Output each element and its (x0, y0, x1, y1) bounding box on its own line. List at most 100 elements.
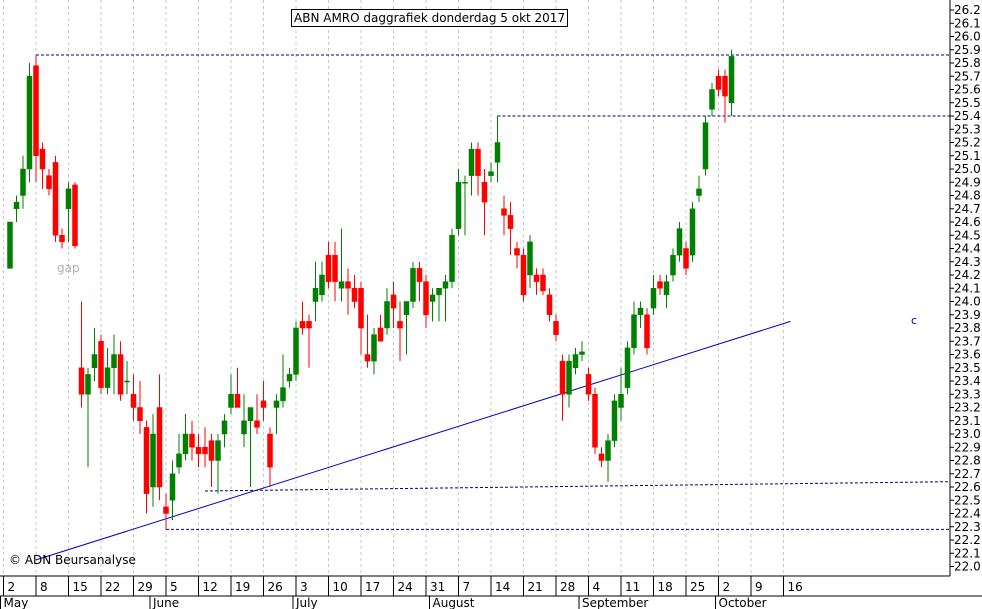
candle-body-up (111, 354, 117, 368)
y-tick-label: 25.4 (954, 109, 981, 123)
candle-body-up (13, 201, 20, 209)
candle-body-up (104, 367, 111, 388)
candle-body-up (637, 307, 644, 315)
y-tick-label: 22.4 (954, 507, 981, 521)
candle-body-up (494, 142, 501, 163)
candle-body-up (182, 433, 189, 455)
candle-body-up (462, 182, 468, 184)
candle-body-up (566, 360, 572, 395)
candle-body-down (514, 248, 520, 256)
candle-body-down (358, 288, 364, 329)
candle-body-up (663, 281, 670, 296)
candle-body-down (260, 400, 267, 408)
candle-body-down (501, 208, 507, 216)
y-tick-label: 25.3 (954, 122, 981, 136)
candle-body-up (150, 433, 156, 488)
gap-annotation: gap (57, 261, 80, 275)
x-day-label: 21 (528, 580, 543, 594)
y-tick-label: 25.2 (954, 136, 981, 150)
candle-body-down (299, 321, 306, 329)
y-tick-label: 25.7 (954, 69, 981, 83)
candle-body-down (345, 281, 351, 289)
x-month-label: October (719, 596, 767, 609)
candle-body-up (488, 171, 494, 176)
y-tick-label: 23.3 (954, 387, 981, 401)
candle-body-up (527, 241, 533, 276)
x-day-label: 15 (73, 580, 88, 594)
support-line-22-60 (204, 481, 951, 492)
candle-body-up (319, 274, 325, 296)
y-tick-label: 25.1 (954, 149, 981, 163)
y-tick-label: 22.3 (954, 520, 981, 534)
candle-body-down (423, 281, 429, 315)
candle-body-up (169, 473, 176, 501)
y-tick-label: 24.4 (954, 242, 981, 256)
y-tick-label: 24.1 (954, 281, 981, 295)
candle-body-up (91, 354, 98, 368)
candle-body-down (143, 427, 150, 494)
candle-body-up (65, 188, 72, 209)
candle-body-down (163, 506, 169, 514)
candle-body-down (592, 394, 598, 448)
candle-body-up (650, 288, 657, 309)
y-tick-label: 23.8 (954, 321, 981, 335)
y-tick-label: 23.6 (954, 348, 981, 362)
candle-body-down (202, 447, 208, 455)
candle-body-down (722, 76, 728, 97)
candle-body-up (20, 168, 26, 196)
y-tick-label: 23.9 (954, 308, 981, 322)
candle-body-down (351, 288, 358, 302)
candle-body-down (397, 321, 403, 329)
candle-body-up (605, 440, 611, 461)
x-day-label: 29 (138, 580, 153, 594)
y-tick-label: 24.2 (954, 268, 981, 282)
candle-body-up (455, 182, 462, 229)
x-month-label: May (4, 596, 29, 609)
candle-body-down (559, 360, 566, 395)
candle-body-up (124, 380, 130, 383)
candle-body-down (657, 281, 663, 289)
y-tick-label: 24.5 (954, 228, 981, 242)
candle-body-down (78, 367, 85, 395)
candle-body-down (267, 433, 273, 468)
candle-body-down (156, 407, 163, 488)
candle-body-down (195, 447, 202, 455)
x-day-label: 16 (788, 580, 803, 594)
x-day-label: 28 (560, 580, 575, 594)
candle-body-down (364, 354, 371, 362)
x-day-label: 10 (333, 580, 348, 594)
y-tick-label: 24.9 (954, 175, 981, 189)
y-tick-label: 22.0 (954, 560, 981, 574)
candle-body-down (520, 254, 527, 296)
candle-body-up (338, 281, 345, 289)
y-tick-label: 24.8 (954, 189, 981, 203)
candle-body-down (189, 433, 195, 448)
candle-body-up (696, 188, 702, 196)
x-day-label: 17 (365, 580, 380, 594)
candle-body-up (689, 208, 696, 256)
y-tick-label: 23.1 (954, 414, 981, 428)
candle-body-down (98, 341, 104, 388)
x-month-label: August (433, 596, 475, 609)
candle-body-down (46, 175, 52, 190)
candle-body-down (533, 274, 540, 282)
y-tick-label: 23.5 (954, 361, 981, 375)
x-day-label: 26 (268, 580, 283, 594)
candle-body-up (176, 453, 182, 468)
candle-body-up (624, 347, 631, 388)
y-tick-label: 22.1 (954, 546, 981, 560)
candle-body-up (280, 387, 286, 402)
candle-body-up (670, 254, 676, 276)
x-day-label: 4 (593, 580, 601, 594)
y-tick-label: 24.6 (954, 215, 981, 229)
candle-body-up (85, 374, 91, 395)
candle-body-up (403, 301, 410, 315)
x-day-label: 2 (723, 580, 731, 594)
y-tick-label: 22.2 (954, 533, 981, 547)
candle-body-up (442, 281, 449, 289)
y-tick-label: 23.2 (954, 401, 981, 415)
candle-body-down (306, 321, 312, 329)
candle-body-up (273, 400, 280, 408)
candle-body-down (72, 184, 78, 247)
